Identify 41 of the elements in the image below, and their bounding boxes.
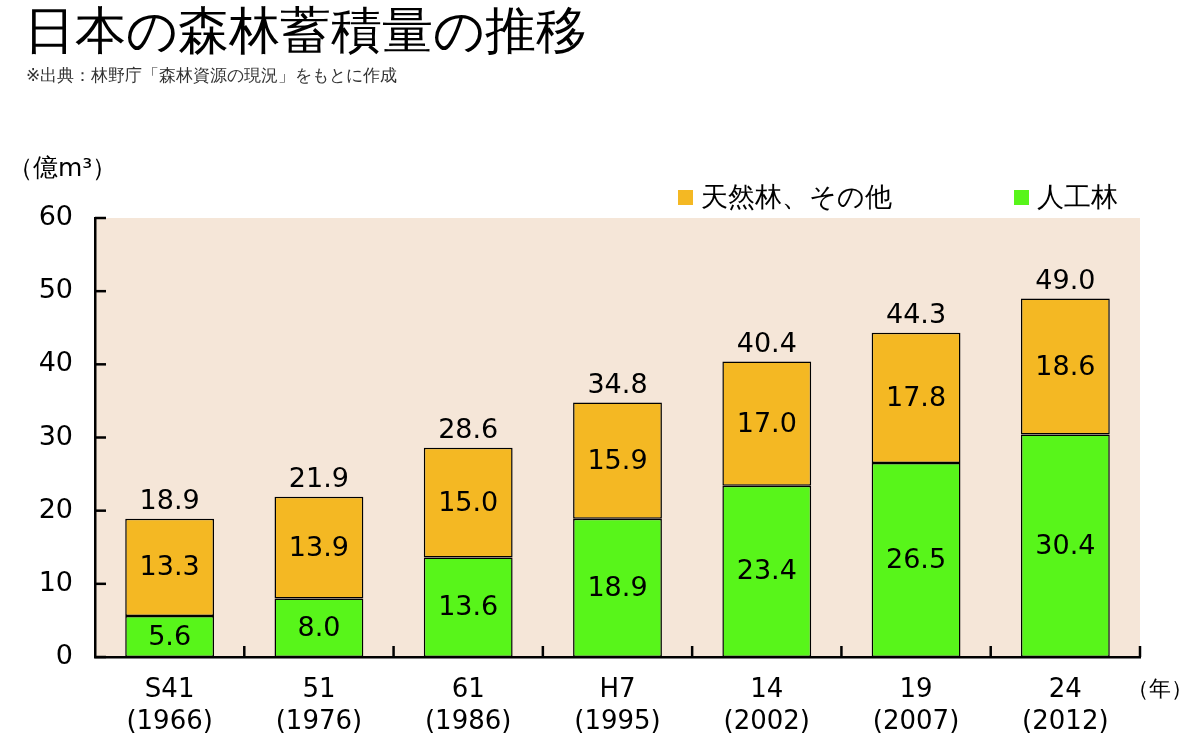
chart-title: 日本の森林蓄積量の推移 [24,0,587,62]
data-label: 15.9 [587,443,648,475]
data-label: 23.4 [736,554,797,586]
total-label: 44.3 [886,298,947,330]
y-tick-label: 20 [38,492,73,524]
total-label: 21.9 [288,462,349,494]
total-label: 40.4 [736,326,797,358]
data-label: 13.9 [288,530,349,562]
total-label: 18.9 [139,484,200,516]
total-label: 34.8 [587,367,648,399]
data-label: 8.0 [297,610,341,642]
data-label: 13.6 [438,590,499,622]
data-label: 13.3 [139,550,200,582]
y-tick-label: 10 [38,565,73,597]
y-tick-label: 50 [38,273,73,305]
total-label: 28.6 [438,413,499,445]
y-tick-label: 0 [55,639,73,671]
total-label: 49.0 [1035,264,1096,295]
x-tick-label: 14 (2002) [723,673,811,735]
legend-label: 天然林、その他 [701,180,892,214]
y-tick-label: 30 [38,419,73,451]
y-axis-title: （億m³） [8,152,118,184]
data-label: 17.0 [736,406,797,438]
data-label: 18.9 [587,570,648,602]
x-tick-label: 24 (2012) [1022,673,1109,735]
data-label: 15.0 [438,485,499,517]
x-axis-title: （年） [1127,675,1193,703]
data-label: 17.8 [886,381,947,413]
x-tick-label: 19 (2007) [872,673,960,735]
y-tick-label: 40 [38,346,73,378]
y-tick-label: 60 [38,200,73,232]
x-tick-label: H7 (1995) [574,673,661,735]
data-label: 18.6 [1035,349,1096,381]
data-label: 30.4 [1035,528,1096,560]
x-tick-label: 61 (1986) [424,673,512,735]
text: ※出典：林野庁「森林資源の現況」をもとに作成 [26,64,398,86]
x-tick-label: 51 (1976) [275,673,363,735]
data-label: 26.5 [886,543,947,575]
x-tick-label: S41 (1966) [126,673,213,735]
legend-label: 人工林 [1037,180,1118,214]
data-label: 5.6 [148,619,192,651]
